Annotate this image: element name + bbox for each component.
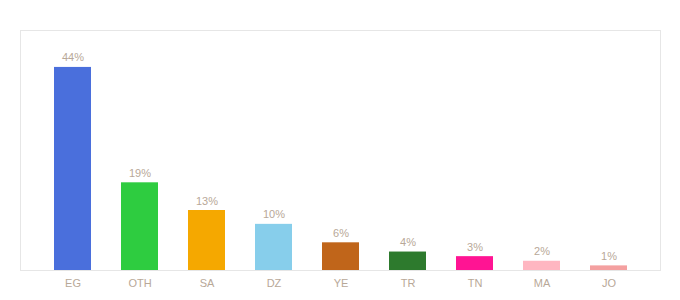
svg-text:MA: MA — [534, 277, 551, 289]
svg-text:44%: 44% — [62, 51, 84, 63]
svg-text:OTH: OTH — [128, 277, 151, 289]
svg-text:TN: TN — [468, 277, 483, 289]
svg-text:3%: 3% — [467, 241, 483, 253]
svg-text:YE: YE — [334, 277, 349, 289]
svg-text:6%: 6% — [333, 227, 349, 239]
svg-text:2%: 2% — [534, 245, 550, 257]
svg-text:19%: 19% — [129, 167, 151, 179]
svg-text:JO: JO — [602, 277, 617, 289]
svg-text:1%: 1% — [601, 250, 617, 262]
svg-text:13%: 13% — [196, 195, 218, 207]
svg-text:10%: 10% — [263, 208, 285, 220]
svg-text:4%: 4% — [400, 236, 416, 248]
svg-text:DZ: DZ — [267, 277, 282, 289]
svg-text:TR: TR — [401, 277, 416, 289]
svg-text:SA: SA — [200, 277, 215, 289]
svg-text:EG: EG — [65, 277, 81, 289]
